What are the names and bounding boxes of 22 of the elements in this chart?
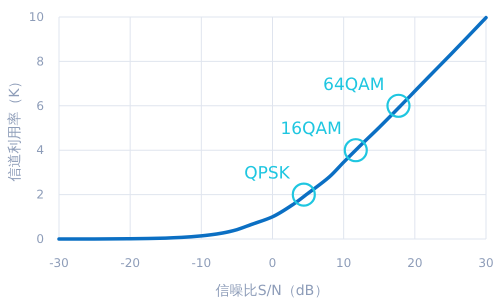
x-axis-title: 信噪比S/N（dB） (216, 283, 328, 299)
y-tick-label: 0 (36, 232, 44, 246)
y-tick-label: 6 (36, 98, 44, 113)
x-tick-label: -30 (49, 256, 69, 270)
y-tick-label: 2 (36, 188, 44, 202)
point (386, 94, 411, 118)
x-tick-label: 30 (478, 256, 494, 270)
y-tick-label: 8 (36, 54, 44, 68)
annotation: QPSK (244, 164, 291, 184)
x-tick-label: 0 (268, 256, 276, 270)
x-tick-label: 20 (407, 256, 422, 270)
x-tick-label: -20 (120, 256, 140, 270)
y-axis-title: 信道利用率（K） (7, 74, 23, 182)
line-series (57, 16, 488, 241)
point (344, 138, 368, 162)
x-tick-label: 10 (336, 256, 352, 270)
y-tick-label: 4 (36, 143, 44, 158)
point (292, 182, 316, 207)
annotation: 16QAM (280, 119, 342, 140)
x-tick-label: -10 (192, 256, 212, 270)
y-tick-label: 10 (28, 10, 44, 24)
annotation: 64QAM (323, 74, 384, 95)
